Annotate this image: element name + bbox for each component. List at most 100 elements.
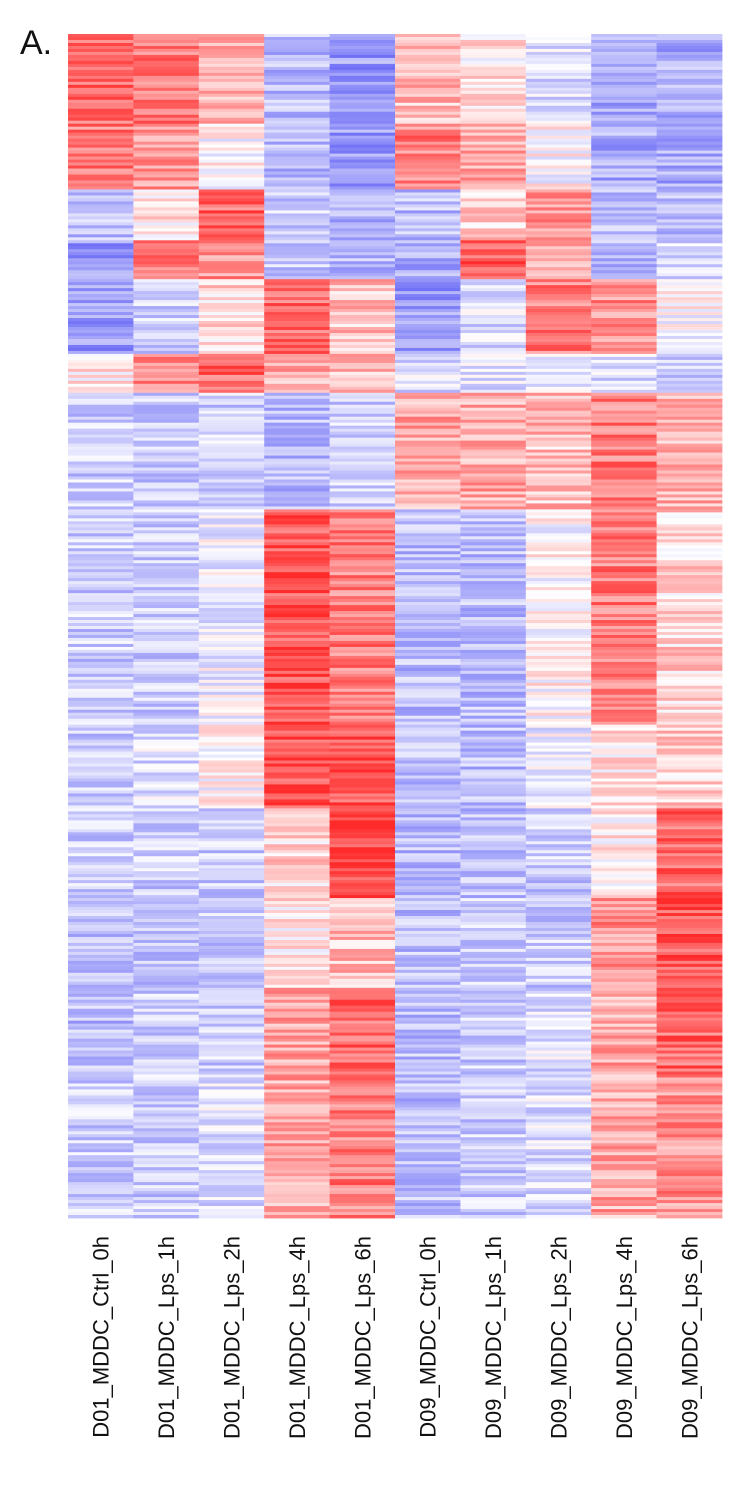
heatmap-cell [525,147,592,152]
heatmap-cell [460,126,527,131]
heatmap-cell [133,581,200,585]
heatmap-cell [395,1089,461,1093]
heatmap-cell [329,922,396,926]
heatmap-cell [198,542,265,546]
heatmap-cell [264,563,330,567]
heatmap-cell [656,455,723,459]
heatmap-cell [264,117,330,122]
heatmap-cell [133,1002,200,1007]
heatmap-cell [460,942,527,947]
heatmap-cell [68,1068,134,1072]
heatmap-cell [460,87,527,92]
heatmap-cell [329,324,396,328]
heatmap-cell [525,877,592,881]
heatmap-cell [68,135,134,140]
heatmap-cell [264,395,330,400]
heatmap-cell [656,114,723,119]
heatmap-cell [329,1050,396,1054]
heatmap-cell [133,1167,200,1171]
heatmap-cell [264,434,330,439]
heatmap-cell [264,120,330,125]
heatmap-cell [591,781,657,785]
heatmap-cell [460,637,527,642]
heatmap-cell [329,1059,396,1063]
heatmap-cell [591,159,657,163]
heatmap-cell [329,993,396,998]
heatmap-cell [264,658,330,663]
heatmap-cell [656,856,723,860]
heatmap-cell [264,246,330,250]
heatmap-cell [329,1125,396,1129]
heatmap-cell [68,240,134,244]
heatmap-cell [591,563,657,567]
heatmap-cell [68,353,134,358]
heatmap-cell [198,892,265,896]
heatmap-cell [395,1062,461,1066]
heatmap-cell [198,945,265,950]
heatmap-cell [591,763,657,767]
heatmap-cell [133,984,200,989]
heatmap-cell [68,485,134,489]
heatmap-cell [656,347,723,352]
heatmap-cell [329,951,396,956]
heatmap-cell [656,614,723,618]
heatmap-cell [133,368,200,373]
heatmap-cell [395,954,461,959]
heatmap-cell [68,252,134,256]
heatmap-cell [395,407,461,412]
heatmap-cell [329,219,396,223]
heatmap-cell [525,428,592,433]
heatmap-cell [656,703,723,708]
heatmap-cell [525,252,592,256]
heatmap-cell [133,249,200,253]
heatmap-cell [133,252,200,256]
heatmap-cell [133,1074,200,1078]
heatmap-cell [656,1023,723,1028]
heatmap-cell [525,1182,592,1186]
heatmap-cell [591,264,657,268]
heatmap-cell [656,790,723,794]
heatmap-cell [656,697,723,702]
heatmap-cell [656,392,723,397]
heatmap-cell [329,754,396,758]
heatmap-cell [656,1167,723,1171]
heatmap-cell [68,344,134,349]
heatmap-cell [68,820,134,824]
heatmap-cell [329,377,396,382]
heatmap-cell [264,942,330,947]
heatmap-cell [329,850,396,854]
heatmap-cell [460,605,527,609]
heatmap-cell [329,1077,396,1081]
heatmap-cell [591,626,657,630]
heatmap-cell [329,479,396,483]
heatmap-cell [68,90,134,95]
heatmap-cell [591,889,657,893]
heatmap-cell [68,401,134,406]
heatmap-cell [591,536,657,540]
heatmap-cell [329,1155,396,1159]
heatmap-cell [525,661,592,666]
heatmap-cell [68,628,134,633]
heatmap-cell [68,987,134,992]
heatmap-cell [198,401,265,406]
heatmap-cell [460,491,527,495]
heatmap-cell [264,569,330,573]
heatmap-cell [264,676,330,681]
heatmap-cell [198,862,265,866]
heatmap-cell [68,1173,134,1177]
heatmap-cell [525,288,592,292]
heatmap-cell [329,503,396,507]
heatmap-cell [329,524,396,528]
heatmap-cell [68,712,134,717]
heatmap-cell [329,171,396,175]
heatmap-cell [264,1173,330,1177]
heatmap-cell [133,966,200,971]
heatmap-cell [68,596,134,600]
heatmap-cell [591,204,657,208]
heatmap-cell [198,183,265,187]
heatmap-cell [591,81,657,86]
heatmap-cell [656,1044,723,1048]
heatmap-cell [656,972,723,977]
heatmap-cell [329,712,396,717]
heatmap-cell [460,649,527,654]
